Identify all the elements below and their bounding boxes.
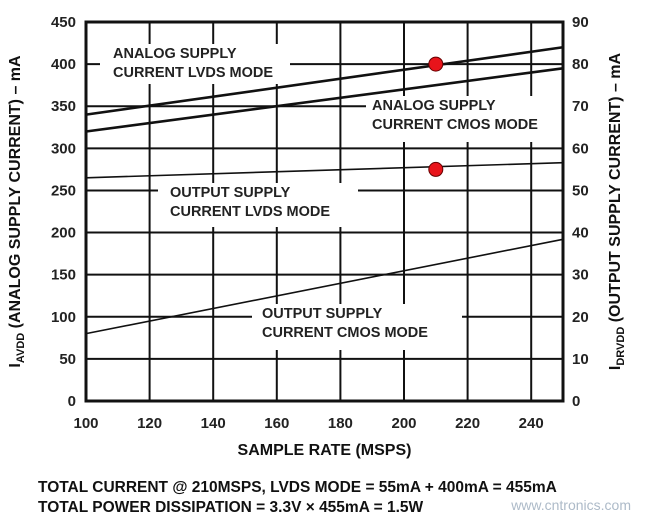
x-tick-label: 200 <box>391 415 416 432</box>
y-left-tick-label: 300 <box>51 140 76 157</box>
x-axis-title: SAMPLE RATE (MSPS) <box>238 442 412 459</box>
watermark: www.cntronics.com <box>511 497 631 513</box>
series-label-2: CURRENT CMOS MODE <box>372 117 538 133</box>
label-background <box>252 304 462 350</box>
y-right-tick-label: 60 <box>572 140 589 157</box>
series-line-2 <box>85 67 564 133</box>
y-left-tick-label: 250 <box>51 182 76 199</box>
x-tick-label: 100 <box>73 415 98 432</box>
y-right-tick-label: 30 <box>572 267 589 284</box>
x-tick-label: 120 <box>137 415 162 432</box>
x-tick-label: 240 <box>519 415 544 432</box>
y-right-tick-label: 0 <box>572 393 580 410</box>
y-left-tick-label: 0 <box>68 393 76 410</box>
y-left-tick-label: 150 <box>51 267 76 284</box>
plot-frame <box>84 20 565 403</box>
y-right-tick-label: 80 <box>572 56 589 73</box>
y-left-tick-label: 50 <box>59 351 76 368</box>
series-label-1: CURRENT LVDS MODE <box>113 65 273 81</box>
y-left-axis-title: IAVDD (ANALOG SUPPLY CURRENT) – mA <box>7 55 27 368</box>
series-label-2: ANALOG SUPPLY <box>372 98 496 114</box>
label-background <box>366 96 562 142</box>
series-line-4 <box>85 238 564 335</box>
data-marker <box>428 56 444 72</box>
footer-total-current: TOTAL CURRENT @ 210MSPS, LVDS MODE = 55m… <box>38 479 557 496</box>
label-background <box>158 183 358 227</box>
series-label-3: OUTPUT SUPPLY <box>170 185 291 201</box>
series-line-3 <box>85 161 564 179</box>
y-right-tick-label: 50 <box>572 182 589 199</box>
x-tick-label: 140 <box>201 415 226 432</box>
y-right-axis-title: IDRVDD (OUTPUT SUPPLY CURRENT) – mA <box>607 52 627 370</box>
y-left-tick-label: 100 <box>51 309 76 326</box>
series-label-4: OUTPUT SUPPLY <box>262 306 383 322</box>
x-tick-label: 180 <box>328 415 353 432</box>
y-right-tick-label: 20 <box>572 309 589 326</box>
y-left-tick-label: 450 <box>51 14 76 31</box>
series-line-1 <box>85 45 564 116</box>
data-marker <box>428 161 444 177</box>
y-left-tick-label: 350 <box>51 98 76 115</box>
y-right-tick-label: 70 <box>572 98 589 115</box>
y-right-tick-label: 90 <box>572 14 589 31</box>
footer-power-dissipation: TOTAL POWER DISSIPATION = 3.3V × 455mA =… <box>38 499 424 516</box>
y-right-tick-label: 40 <box>572 225 589 242</box>
series-label-3: CURRENT LVDS MODE <box>170 204 330 220</box>
x-tick-label: 220 <box>455 415 480 432</box>
y-right-tick-label: 10 <box>572 351 589 368</box>
label-background <box>100 44 290 84</box>
x-tick-label: 160 <box>264 415 289 432</box>
y-left-tick-label: 400 <box>51 56 76 73</box>
series-label-1: ANALOG SUPPLY <box>113 46 237 62</box>
y-left-tick-label: 200 <box>51 225 76 242</box>
series-label-4: CURRENT CMOS MODE <box>262 325 428 341</box>
